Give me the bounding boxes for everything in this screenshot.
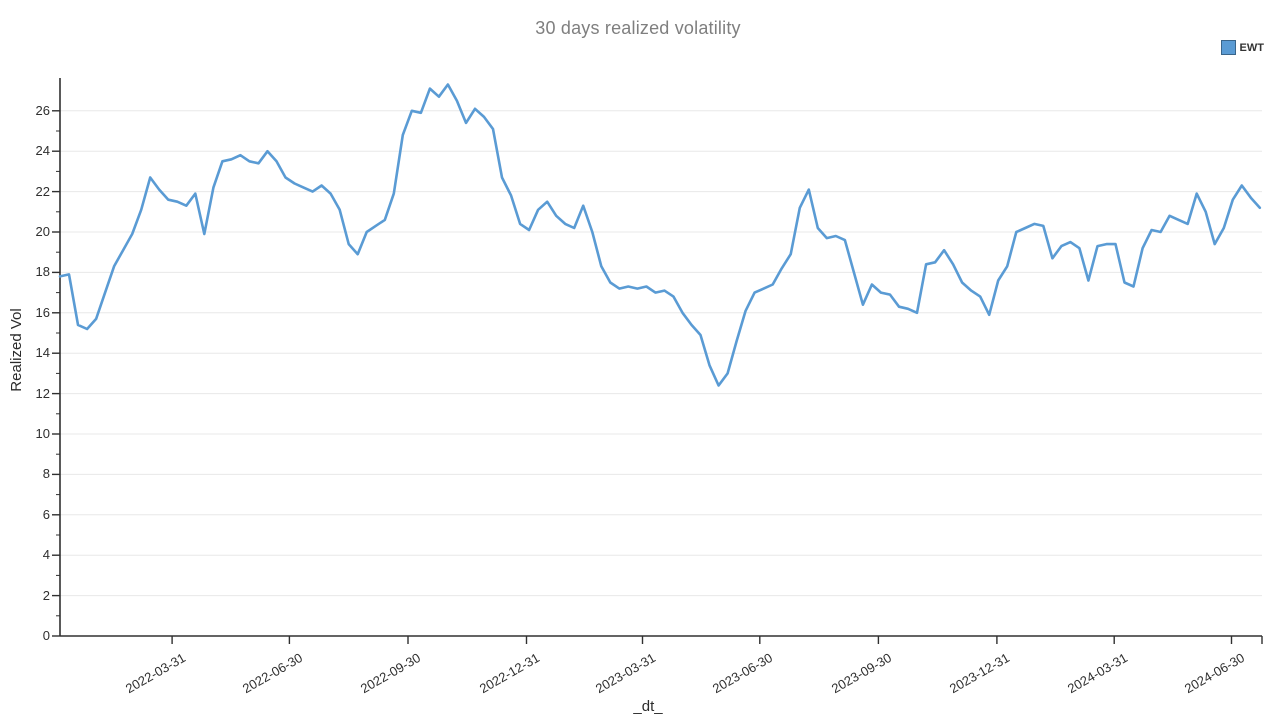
x-axis-title: _dt_ bbox=[633, 698, 663, 715]
y-tick-label: 8 bbox=[42, 466, 50, 482]
y-tick-label: 20 bbox=[35, 224, 50, 239]
legend-swatch-ewt bbox=[1220, 40, 1236, 55]
chart-title: 30 days realized volatility bbox=[535, 18, 741, 38]
y-tick-label: 6 bbox=[42, 506, 50, 522]
y-tick-label: 22 bbox=[35, 183, 50, 199]
y-tick-label: 16 bbox=[35, 304, 50, 320]
y-tick-label: 10 bbox=[35, 426, 50, 441]
y-tick-label: 26 bbox=[35, 102, 50, 118]
y-axis-title: Realized Vol bbox=[8, 308, 25, 392]
y-tick-label: 0 bbox=[42, 628, 50, 643]
y-tick-label: 4 bbox=[42, 547, 50, 563]
legend: EWT bbox=[1220, 40, 1264, 55]
y-tick-label: 12 bbox=[35, 385, 50, 401]
y-tick-label: 2 bbox=[42, 587, 50, 603]
legend-label-ewt: EWT bbox=[1239, 41, 1264, 54]
y-tick-label: 18 bbox=[35, 264, 50, 280]
y-tick-label: 24 bbox=[35, 143, 50, 159]
y-tick-label: 14 bbox=[35, 345, 50, 361]
series-line-ewt bbox=[58, 83, 1262, 387]
